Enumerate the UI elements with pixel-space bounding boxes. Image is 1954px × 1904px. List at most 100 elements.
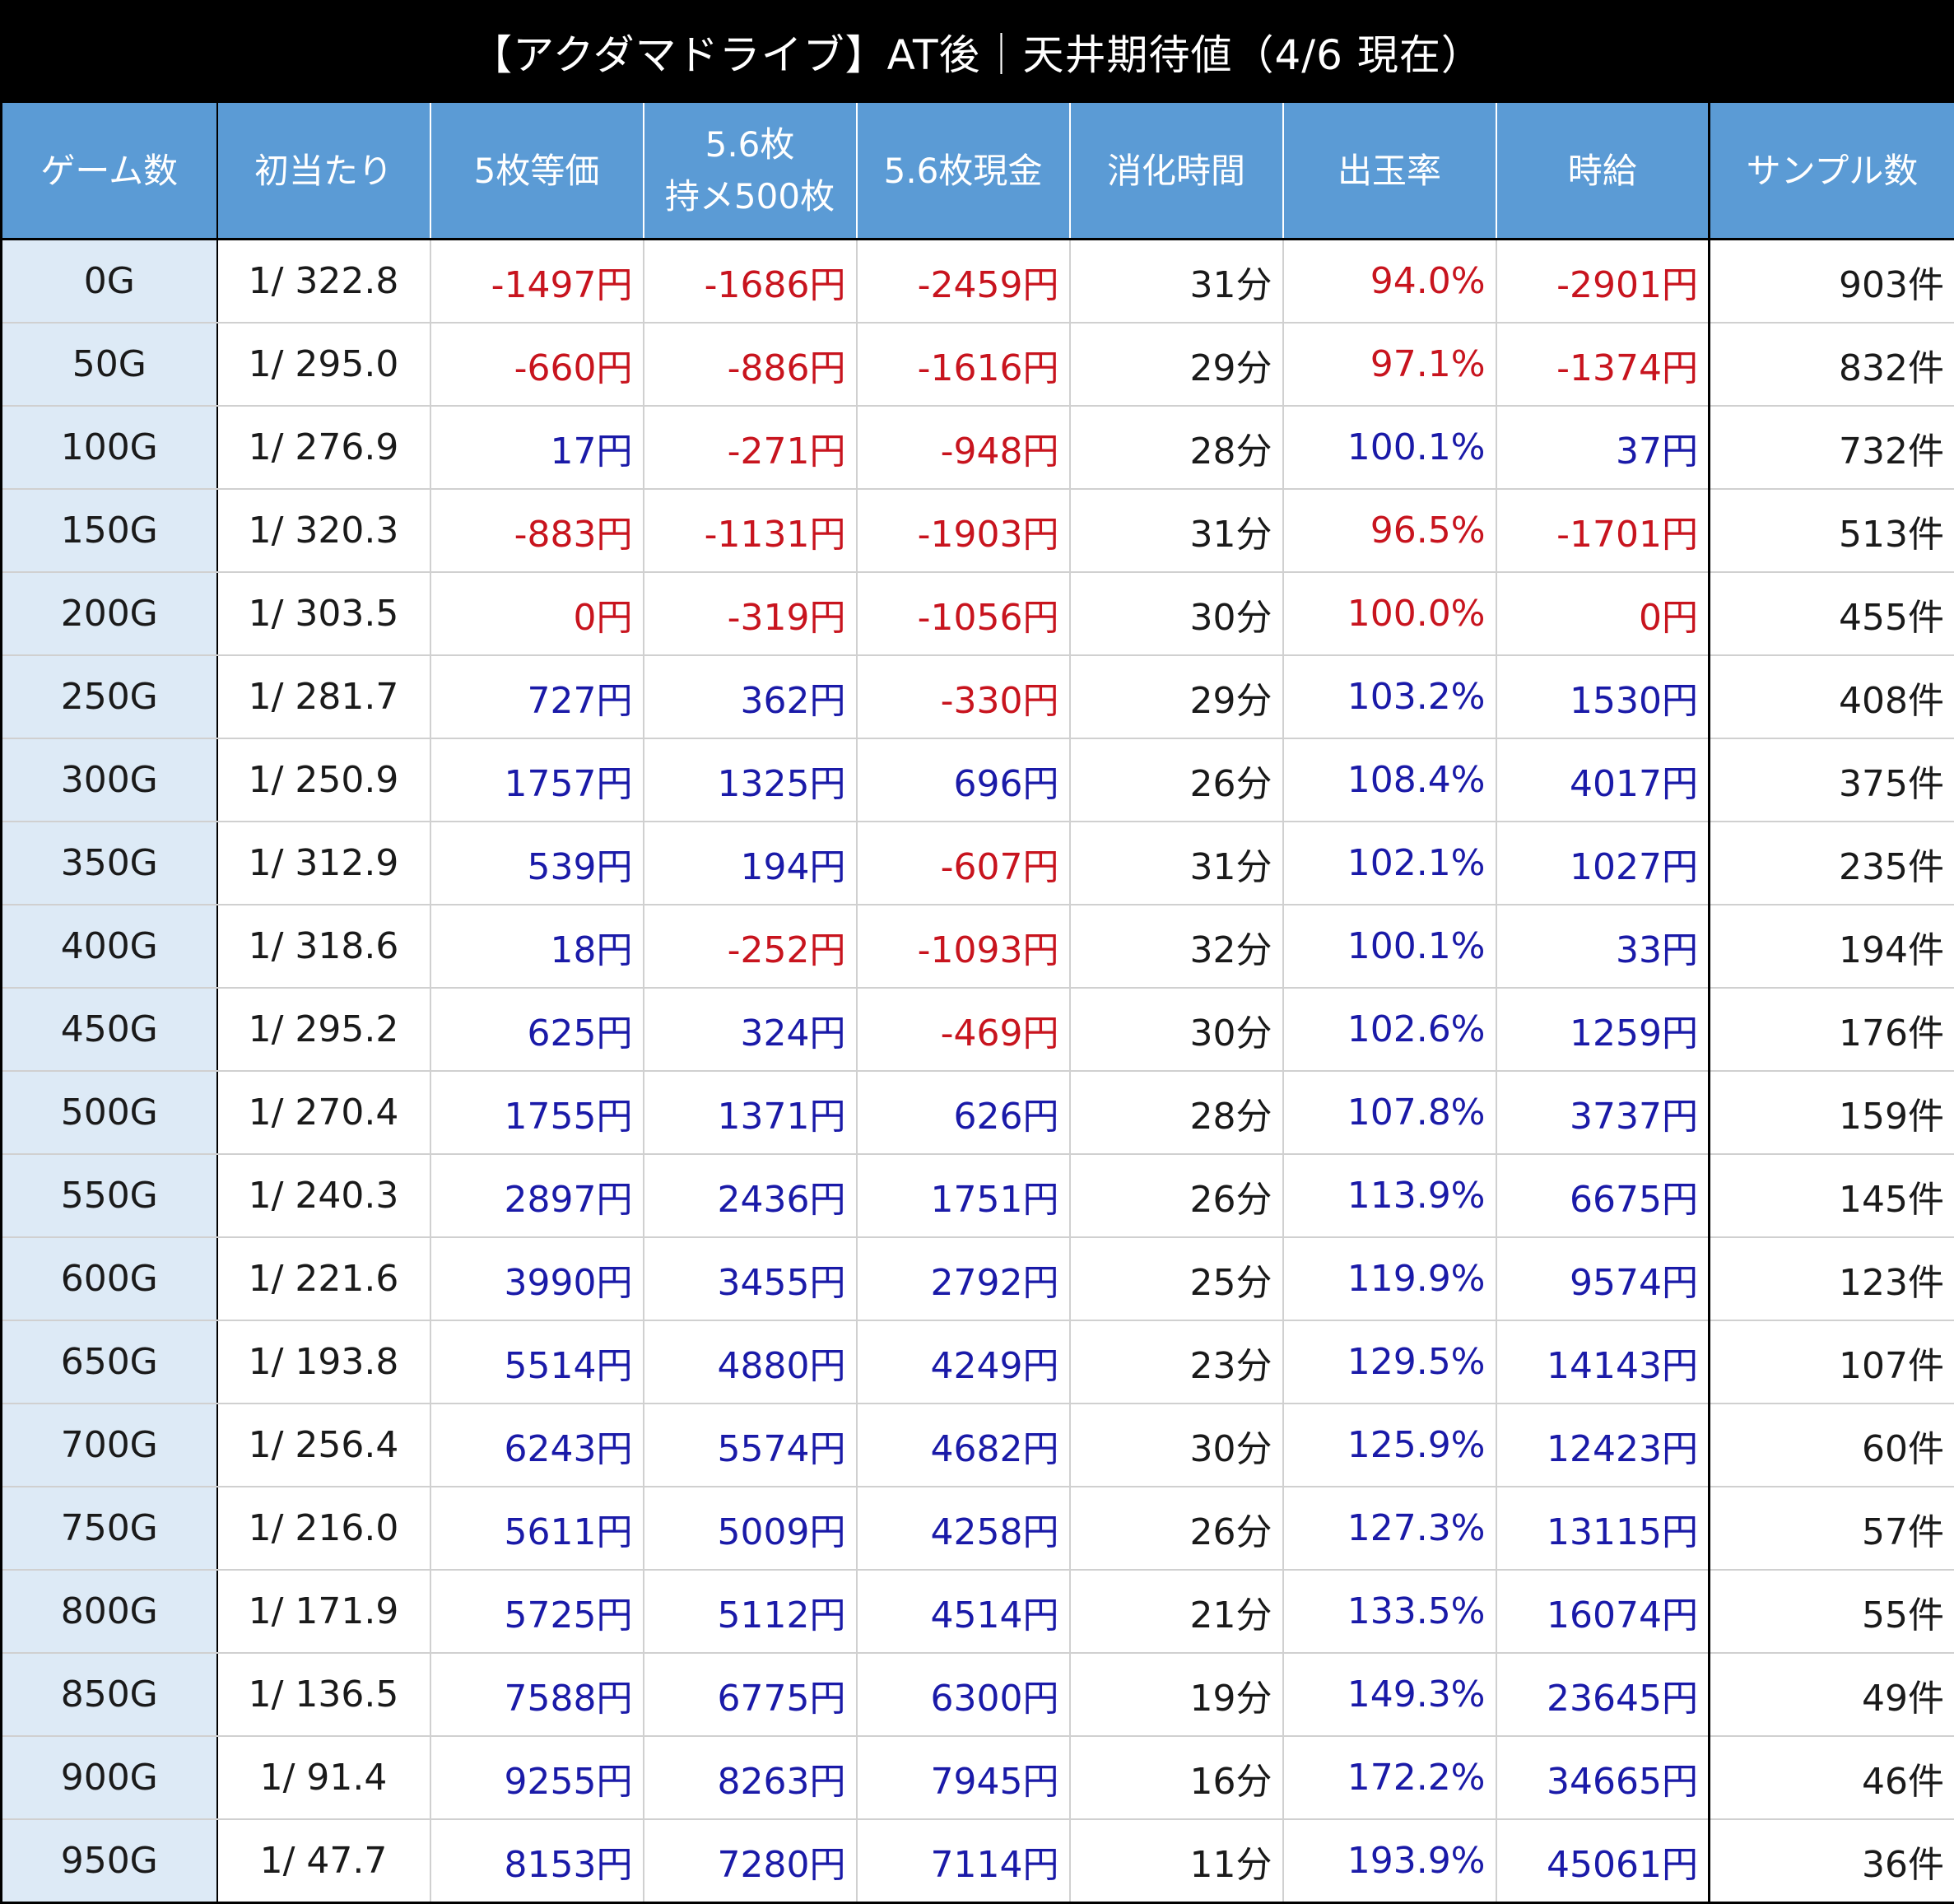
cell-eq5: 727円	[430, 655, 644, 738]
cell-cash56: 7114円	[857, 1819, 1070, 1903]
cell-cash56: -330円	[857, 655, 1070, 738]
cell-games: 350G	[2, 822, 217, 905]
cell-eq5: 5725円	[430, 1570, 644, 1653]
cell-games: 150G	[2, 489, 217, 572]
cell-first-hit: 1/ 276.9	[217, 406, 430, 489]
cell-m56-500: 7280円	[644, 1819, 857, 1903]
cell-payout: 103.2%	[1283, 655, 1496, 738]
cell-payout: 100.0%	[1283, 572, 1496, 655]
cell-eq5: 6243円	[430, 1404, 644, 1487]
cell-eq5: 5514円	[430, 1320, 644, 1404]
cell-cash56: -607円	[857, 822, 1070, 905]
cell-m56-500: 8263円	[644, 1736, 857, 1819]
cell-payout: 113.9%	[1283, 1154, 1496, 1237]
cell-hourly: 0円	[1496, 572, 1710, 655]
cell-cash56: -1056円	[857, 572, 1070, 655]
cell-eq5: -1497円	[430, 240, 644, 324]
cell-cash56: -2459円	[857, 240, 1070, 324]
cell-cash56: -469円	[857, 988, 1070, 1071]
cell-first-hit: 1/ 322.8	[217, 240, 430, 324]
cell-samples: 732件	[1710, 406, 1954, 489]
cell-samples: 408件	[1710, 655, 1954, 738]
cell-games: 400G	[2, 905, 217, 988]
cell-samples: 235件	[1710, 822, 1954, 905]
cell-games: 100G	[2, 406, 217, 489]
header-eq5: 5枚等価	[430, 103, 644, 240]
cell-samples: 832件	[1710, 323, 1954, 406]
cell-cash56: 4514円	[857, 1570, 1070, 1653]
cell-games: 250G	[2, 655, 217, 738]
cell-time: 23分	[1070, 1320, 1283, 1404]
cell-hourly: 33円	[1496, 905, 1710, 988]
header-time: 消化時間	[1070, 103, 1283, 240]
cell-eq5: 9255円	[430, 1736, 644, 1819]
cell-hourly: -1374円	[1496, 323, 1710, 406]
cell-payout: 102.1%	[1283, 822, 1496, 905]
cell-games: 900G	[2, 1736, 217, 1819]
cell-payout: 119.9%	[1283, 1237, 1496, 1320]
cell-hourly: 6675円	[1496, 1154, 1710, 1237]
cell-games: 850G	[2, 1653, 217, 1736]
cell-eq5: 3990円	[430, 1237, 644, 1320]
cell-time: 31分	[1070, 822, 1283, 905]
header-hourly: 時給	[1496, 103, 1710, 240]
cell-hourly: 16074円	[1496, 1570, 1710, 1653]
cell-samples: 513件	[1710, 489, 1954, 572]
cell-hourly: -1701円	[1496, 489, 1710, 572]
cell-first-hit: 1/ 47.7	[217, 1819, 430, 1903]
cell-cash56: 4258円	[857, 1487, 1070, 1570]
header-cash56: 5.6枚現金	[857, 103, 1070, 240]
cell-samples: 455件	[1710, 572, 1954, 655]
cell-first-hit: 1/ 250.9	[217, 738, 430, 822]
header-payout: 出玉率	[1283, 103, 1496, 240]
cell-samples: 375件	[1710, 738, 1954, 822]
cell-first-hit: 1/ 256.4	[217, 1404, 430, 1487]
cell-cash56: 696円	[857, 738, 1070, 822]
cell-time: 29分	[1070, 655, 1283, 738]
cell-payout: 94.0%	[1283, 240, 1496, 324]
table-title: 【アクダマドライブ】AT後｜天井期待値（4/6 現在）	[0, 0, 1954, 103]
cell-payout: 172.2%	[1283, 1736, 1496, 1819]
cell-payout: 127.3%	[1283, 1487, 1496, 1570]
cell-m56-500: 324円	[644, 988, 857, 1071]
cell-payout: 107.8%	[1283, 1071, 1496, 1154]
cell-samples: 176件	[1710, 988, 1954, 1071]
cell-samples: 107件	[1710, 1320, 1954, 1404]
cell-first-hit: 1/ 312.9	[217, 822, 430, 905]
cell-payout: 96.5%	[1283, 489, 1496, 572]
cell-first-hit: 1/ 171.9	[217, 1570, 430, 1653]
cell-games: 600G	[2, 1237, 217, 1320]
cell-time: 30分	[1070, 1404, 1283, 1487]
cell-samples: 49件	[1710, 1653, 1954, 1736]
cell-cash56: -948円	[857, 406, 1070, 489]
cell-eq5: 17円	[430, 406, 644, 489]
cell-cash56: 6300円	[857, 1653, 1070, 1736]
cell-samples: 46件	[1710, 1736, 1954, 1819]
cell-hourly: 4017円	[1496, 738, 1710, 822]
cell-first-hit: 1/ 270.4	[217, 1071, 430, 1154]
cell-hourly: 37円	[1496, 406, 1710, 489]
cell-hourly: 1027円	[1496, 822, 1710, 905]
cell-time: 29分	[1070, 323, 1283, 406]
cell-cash56: 2792円	[857, 1237, 1070, 1320]
cell-eq5: -660円	[430, 323, 644, 406]
cell-games: 200G	[2, 572, 217, 655]
header-games: ゲーム数	[2, 103, 217, 240]
cell-cash56: -1093円	[857, 905, 1070, 988]
cell-hourly: -2901円	[1496, 240, 1710, 324]
cell-m56-500: -1131円	[644, 489, 857, 572]
cell-m56-500: 1325円	[644, 738, 857, 822]
cell-time: 26分	[1070, 1487, 1283, 1570]
cell-games: 500G	[2, 1071, 217, 1154]
cell-cash56: 7945円	[857, 1736, 1070, 1819]
